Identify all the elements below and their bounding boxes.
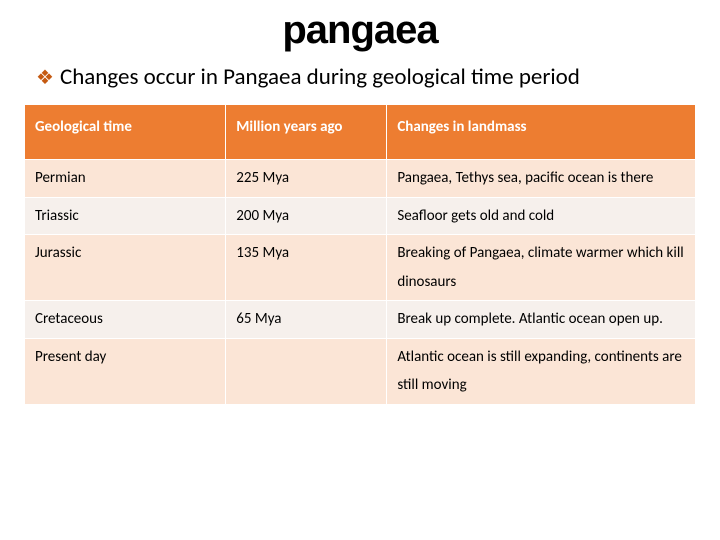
subtitle-row: ❖ Changes occur in Pangaea during geolog… bbox=[0, 63, 720, 92]
page-title: pangaea bbox=[0, 8, 720, 53]
table-row: Jurassic 135 Mya Breaking of Pangaea, cl… bbox=[25, 235, 696, 301]
cell-changes: Pangaea, Tethys sea, pacific ocean is th… bbox=[387, 160, 696, 198]
cell-time: Triassic bbox=[25, 197, 226, 235]
diamond-bullet-icon: ❖ bbox=[36, 65, 54, 90]
cell-time: Present day bbox=[25, 338, 226, 404]
cell-time: Permian bbox=[25, 160, 226, 198]
cell-mya: 65 Mya bbox=[226, 301, 387, 339]
table-row: Triassic 200 Mya Seafloor gets old and c… bbox=[25, 197, 696, 235]
col-header-changes: Changes in landmass bbox=[387, 104, 696, 160]
cell-time: Cretaceous bbox=[25, 301, 226, 339]
table-row: Cretaceous 65 Mya Break up complete. Atl… bbox=[25, 301, 696, 339]
cell-mya: 135 Mya bbox=[226, 235, 387, 301]
cell-changes: Break up complete. Atlantic ocean open u… bbox=[387, 301, 696, 339]
col-header-mya: Million years ago bbox=[226, 104, 387, 160]
col-header-geological-time: Geological time bbox=[25, 104, 226, 160]
cell-changes: Seafloor gets old and cold bbox=[387, 197, 696, 235]
cell-mya: 200 Mya bbox=[226, 197, 387, 235]
cell-mya: 225 Mya bbox=[226, 160, 387, 198]
cell-time: Jurassic bbox=[25, 235, 226, 301]
cell-changes: Breaking of Pangaea, climate warmer whic… bbox=[387, 235, 696, 301]
cell-changes: Atlantic ocean is still expanding, conti… bbox=[387, 338, 696, 404]
slide-container: pangaea ❖ Changes occur in Pangaea durin… bbox=[0, 0, 720, 540]
subtitle-text: Changes occur in Pangaea during geologic… bbox=[60, 63, 580, 92]
table-header-row: Geological time Million years ago Change… bbox=[25, 104, 696, 160]
geological-table: Geological time Million years ago Change… bbox=[24, 104, 696, 405]
cell-mya bbox=[226, 338, 387, 404]
table-row: Present day Atlantic ocean is still expa… bbox=[25, 338, 696, 404]
table-row: Permian 225 Mya Pangaea, Tethys sea, pac… bbox=[25, 160, 696, 198]
